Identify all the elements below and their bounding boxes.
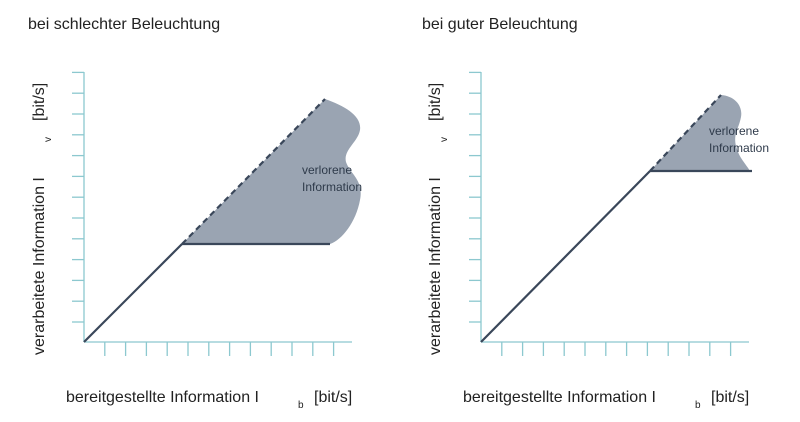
y-axis-ticks — [469, 71, 481, 323]
area-label-line1: verlorene — [302, 163, 352, 177]
x-axis-label-subscript: b — [695, 400, 701, 411]
y-axis-ticks — [72, 71, 84, 323]
panel-title: bei schlechter Beleuchtung — [28, 16, 220, 33]
area-label-line2: Information — [709, 141, 769, 155]
x-axis-ticks — [501, 342, 732, 356]
area-label-line2: Information — [302, 180, 362, 194]
processing-line — [480, 170, 651, 343]
lost-information-area — [182, 99, 361, 244]
x-axis-label-text: bereitgestellte Information I — [463, 389, 656, 406]
x-axis-label: bereitgestellte Information I b [bit/s] — [66, 389, 352, 411]
lost-information-area — [650, 95, 750, 171]
y-axis-label-subscript: v — [43, 137, 54, 142]
x-axis-label-text: bereitgestellte Information I — [66, 389, 259, 406]
ideal-processing-dashed-line — [181, 98, 326, 245]
panel-good-lighting: bei guter Beleuchtung verlorene Informat… — [422, 16, 769, 411]
y-axis — [469, 71, 482, 342]
y-axis-label-text: verarbeitete Information I — [427, 177, 444, 355]
y-axis-label-text: verarbeitete Information I — [31, 177, 48, 355]
x-axis-ticks — [104, 342, 335, 356]
x-axis — [84, 341, 352, 356]
panel-title: bei guter Beleuchtung — [422, 16, 578, 33]
y-axis-label-unit: [bit/s] — [31, 83, 48, 121]
x-axis-label: bereitgestellte Information I b [bit/s] — [463, 389, 749, 411]
x-axis — [481, 341, 749, 356]
y-axis-label-unit: [bit/s] — [427, 83, 444, 121]
panel-poor-lighting: bei schlechter Beleuchtung verlorene Inf… — [28, 16, 362, 411]
y-axis-label: verarbeitete Information I v [bit/s] — [427, 83, 450, 355]
x-axis-label-subscript: b — [298, 400, 304, 411]
processing-line — [83, 243, 183, 343]
x-axis-label-unit: [bit/s] — [711, 389, 749, 406]
y-axis-label: verarbeitete Information I v [bit/s] — [31, 83, 54, 355]
y-axis-label-subscript: v — [439, 137, 450, 142]
x-axis-label-unit: [bit/s] — [314, 389, 352, 406]
area-label-line1: verlorene — [709, 124, 759, 138]
y-axis — [72, 71, 85, 342]
ideal-processing-dashed-line — [649, 94, 722, 172]
